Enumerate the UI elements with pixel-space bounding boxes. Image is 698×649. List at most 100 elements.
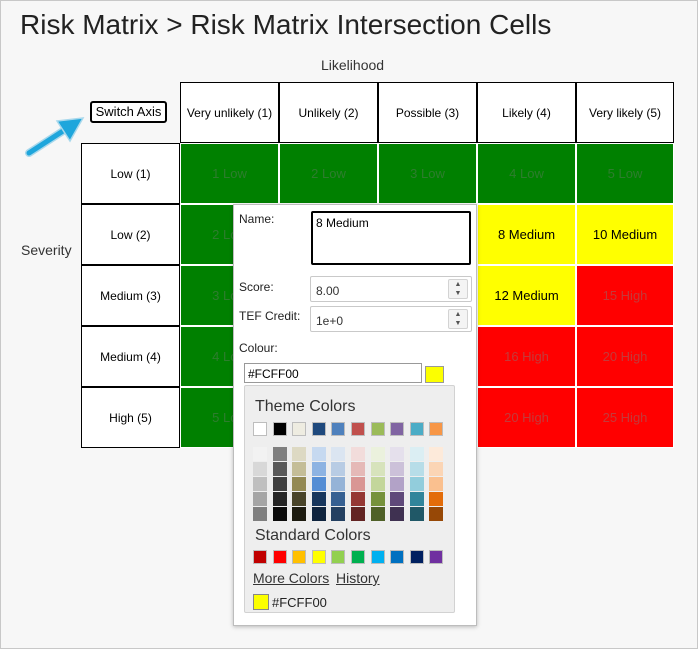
theme-shade-swatch[interactable] <box>409 492 424 506</box>
theme-shade-swatch[interactable] <box>311 492 326 506</box>
theme-shade-swatch[interactable] <box>390 492 405 506</box>
theme-shade-swatch[interactable] <box>331 447 346 461</box>
standard-color-swatch[interactable] <box>272 550 287 564</box>
theme-shade-swatch[interactable] <box>409 477 424 491</box>
theme-shade-swatch[interactable] <box>390 462 405 476</box>
theme-shade-swatch[interactable] <box>370 462 385 476</box>
theme-shade-swatch[interactable] <box>370 507 385 521</box>
standard-color-swatch[interactable] <box>331 550 346 564</box>
score-input[interactable]: 8.00 ▲ ▼ <box>310 276 472 302</box>
theme-color-swatch[interactable] <box>351 422 365 436</box>
theme-shade-swatch[interactable] <box>272 462 287 476</box>
theme-color-swatch[interactable] <box>370 422 385 436</box>
theme-shade-swatch[interactable] <box>390 477 405 491</box>
matrix-cell[interactable]: 16 High <box>477 326 576 387</box>
theme-shade-swatch[interactable] <box>331 492 346 506</box>
current-color-swatch[interactable] <box>253 594 269 610</box>
theme-color-swatch[interactable] <box>292 422 307 436</box>
matrix-cell[interactable]: 12 Medium <box>477 265 576 326</box>
standard-color-swatch[interactable] <box>429 550 444 564</box>
theme-color-swatch[interactable] <box>253 422 267 436</box>
theme-shade-swatch[interactable] <box>429 462 444 476</box>
theme-shade-swatch[interactable] <box>331 477 346 491</box>
theme-color-swatch[interactable] <box>429 422 444 436</box>
theme-shade-swatch[interactable] <box>292 507 307 521</box>
theme-shade-swatch[interactable] <box>351 462 365 476</box>
theme-color-swatch[interactable] <box>390 422 405 436</box>
matrix-cell[interactable]: 4 Low <box>477 143 576 204</box>
theme-shade-swatch[interactable] <box>272 507 287 521</box>
colour-preview-swatch[interactable] <box>425 366 444 383</box>
theme-shade-swatch[interactable] <box>272 492 287 506</box>
theme-shade-swatch[interactable] <box>390 507 405 521</box>
matrix-cell[interactable]: 2 Low <box>279 143 378 204</box>
theme-shade-swatch[interactable] <box>351 492 365 506</box>
theme-shade-swatch[interactable] <box>272 477 287 491</box>
theme-color-swatch[interactable] <box>331 422 346 436</box>
theme-shade-swatch[interactable] <box>409 462 424 476</box>
score-spinner[interactable]: ▲ ▼ <box>448 279 468 299</box>
theme-shade-swatch[interactable] <box>429 492 444 506</box>
theme-shade-swatch[interactable] <box>370 492 385 506</box>
standard-color-swatch[interactable] <box>390 550 405 564</box>
theme-shade-swatch[interactable] <box>331 507 346 521</box>
theme-shade-swatch[interactable] <box>292 492 307 506</box>
theme-shade-swatch[interactable] <box>390 447 405 461</box>
page-title: Risk Matrix > Risk Matrix Intersection C… <box>20 9 552 40</box>
theme-shade-swatch[interactable] <box>253 462 267 476</box>
matrix-cell[interactable]: 15 High <box>576 265 674 326</box>
standard-color-swatch[interactable] <box>292 550 307 564</box>
theme-shade-swatch[interactable] <box>253 492 267 506</box>
theme-shade-swatch[interactable] <box>292 477 307 491</box>
standard-color-swatch[interactable] <box>409 550 424 564</box>
theme-shade-swatch[interactable] <box>311 447 326 461</box>
standard-color-swatch[interactable] <box>370 550 385 564</box>
switch-axis-button[interactable]: Switch Axis <box>90 101 167 123</box>
standard-color-swatch[interactable] <box>351 550 365 564</box>
theme-shade-swatch[interactable] <box>311 462 326 476</box>
spin-down-icon[interactable]: ▼ <box>454 290 462 297</box>
theme-shade-swatch[interactable] <box>409 507 424 521</box>
theme-shade-swatch[interactable] <box>409 447 424 461</box>
spin-up-icon[interactable]: ▲ <box>454 311 462 318</box>
theme-shade-swatch[interactable] <box>351 447 365 461</box>
theme-shade-swatch[interactable] <box>253 477 267 491</box>
matrix-cell[interactable]: 20 High <box>477 387 576 448</box>
tef-credit-input[interactable]: 1e+0 ▲ ▼ <box>310 306 472 332</box>
matrix-cell[interactable]: 25 High <box>576 387 674 448</box>
more-colors-link[interactable]: More Colors <box>253 570 330 586</box>
theme-shade-swatch[interactable] <box>292 462 307 476</box>
spin-down-icon[interactable]: ▼ <box>454 320 462 327</box>
theme-color-swatch[interactable] <box>311 422 326 436</box>
theme-shade-swatch[interactable] <box>370 477 385 491</box>
matrix-cell[interactable]: 10 Medium <box>576 204 674 265</box>
theme-shade-swatch[interactable] <box>311 477 326 491</box>
matrix-cell[interactable]: 20 High <box>576 326 674 387</box>
matrix-cell[interactable]: 1 Low <box>180 143 279 204</box>
standard-color-swatch[interactable] <box>311 550 326 564</box>
theme-shade-swatch[interactable] <box>292 447 307 461</box>
theme-shade-swatch[interactable] <box>429 477 444 491</box>
colour-hex-input[interactable]: #FCFF00 <box>244 363 422 383</box>
theme-shade-swatch[interactable] <box>351 477 365 491</box>
matrix-cell[interactable]: 5 Low <box>576 143 674 204</box>
theme-shade-swatch[interactable] <box>311 507 326 521</box>
standard-color-swatch[interactable] <box>253 550 267 564</box>
matrix-cell[interactable]: 8 Medium <box>477 204 576 265</box>
theme-shade-swatch[interactable] <box>429 507 444 521</box>
tef-credit-label: TEF Credit: <box>239 309 301 323</box>
theme-color-swatch[interactable] <box>409 422 424 436</box>
theme-shade-swatch[interactable] <box>331 462 346 476</box>
matrix-cell[interactable]: 3 Low <box>378 143 477 204</box>
theme-shade-swatch[interactable] <box>253 507 267 521</box>
theme-color-swatch[interactable] <box>272 422 287 436</box>
theme-shade-swatch[interactable] <box>351 507 365 521</box>
name-input[interactable]: 8 Medium <box>311 211 471 265</box>
theme-shade-swatch[interactable] <box>429 447 444 461</box>
theme-shade-swatch[interactable] <box>370 447 385 461</box>
theme-shade-swatch[interactable] <box>253 447 267 461</box>
tef-credit-spinner[interactable]: ▲ ▼ <box>448 309 468 329</box>
spin-up-icon[interactable]: ▲ <box>454 281 462 288</box>
history-link[interactable]: History <box>336 570 380 586</box>
theme-shade-swatch[interactable] <box>272 447 287 461</box>
